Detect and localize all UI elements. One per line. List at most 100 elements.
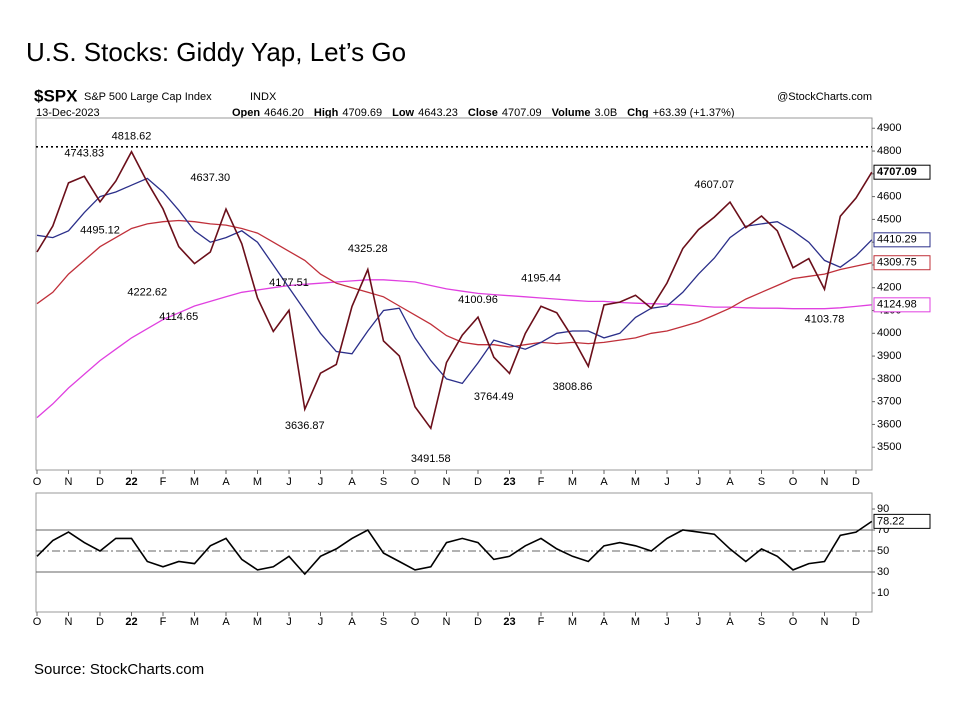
stats-line: Open 4646.20 High 4709.69 Low 4643.23 Close 470… xyxy=(232,107,735,119)
annotation: 4114.65 xyxy=(159,311,198,323)
x-tick-label: O xyxy=(411,616,420,628)
y-tick-label: 3900 xyxy=(877,350,901,362)
source: Source: StockCharts.com xyxy=(34,661,204,678)
x-tick-label: 22 xyxy=(125,616,137,628)
end-label: 4309.75 xyxy=(877,257,917,269)
x-tick-label: J xyxy=(318,476,324,488)
annotation: 4195.44 xyxy=(521,273,561,285)
y-tick-label: 3600 xyxy=(877,418,901,430)
y-tick-label: 90 xyxy=(877,503,889,515)
annotation: 4325.28 xyxy=(348,243,388,255)
x-tick-label: S xyxy=(758,476,765,488)
y-tick-label: 4600 xyxy=(877,191,901,203)
stat-label: Volume xyxy=(552,107,591,119)
x-tick-label: D xyxy=(474,476,482,488)
x-tick-label: N xyxy=(65,476,73,488)
x-tick-label: A xyxy=(348,616,356,628)
annotation: 3636.87 xyxy=(285,420,325,432)
annotation: 4818.62 xyxy=(112,131,152,143)
end-label-box xyxy=(873,513,931,529)
y-tick-label: 30 xyxy=(877,566,889,578)
x-tick-label: D xyxy=(474,616,482,628)
x-tick-label: N xyxy=(443,476,451,488)
x-tick-label: S xyxy=(758,616,765,628)
end-label-box xyxy=(873,164,931,180)
stat-value: 4643.23 xyxy=(418,107,458,119)
index-name: S&P 500 Large Cap Index xyxy=(84,91,212,103)
y-tick-label: 10 xyxy=(877,587,889,599)
x-tick-label: D xyxy=(96,616,104,628)
date: 13-Dec-2023 xyxy=(36,107,100,119)
x-tick-label: F xyxy=(160,476,167,488)
x-tick-label: F xyxy=(538,476,545,488)
stat-label: Chg xyxy=(627,107,648,119)
stat-value: 3.0B xyxy=(595,107,618,119)
x-tick-label: N xyxy=(443,616,451,628)
x-tick-label: M xyxy=(190,476,199,488)
x-tick-label: M xyxy=(568,616,577,628)
x-tick-label: M xyxy=(253,616,262,628)
y-tick-label: 4000 xyxy=(877,327,901,339)
x-tick-label: O xyxy=(33,476,42,488)
stat-value: 4646.20 xyxy=(264,107,304,119)
annotation: 3808.86 xyxy=(553,381,593,393)
x-tick-label: A xyxy=(726,616,734,628)
x-tick-label: O xyxy=(411,476,420,488)
x-tick-label: J xyxy=(696,476,702,488)
x-tick-label: J xyxy=(286,476,292,488)
x-tick-label: N xyxy=(821,616,829,628)
x-tick-label: N xyxy=(65,616,73,628)
symbol: $SPX xyxy=(34,86,78,105)
x-tick-label: O xyxy=(789,476,798,488)
y-tick-label: 3700 xyxy=(877,396,901,408)
annotation: 4637.30 xyxy=(190,172,230,184)
end-label: 4410.29 xyxy=(877,234,917,246)
end-label: 4707.09 xyxy=(877,166,917,178)
x-tick-label: J xyxy=(664,476,670,488)
x-tick-label: A xyxy=(348,476,356,488)
x-tick-label: A xyxy=(222,616,230,628)
x-tick-label: M xyxy=(190,616,199,628)
stat-label: High xyxy=(314,107,339,119)
series-line xyxy=(36,219,872,348)
x-tick-label: S xyxy=(380,616,387,628)
x-tick-label: F xyxy=(160,616,167,628)
x-tick-label: 22 xyxy=(125,476,137,488)
y-tick-label: 3800 xyxy=(877,373,901,385)
slide-title: U.S. Stocks: Giddy Yap, Let’s Go xyxy=(26,37,406,67)
x-tick-label: A xyxy=(222,476,230,488)
y-tick-label: 4200 xyxy=(877,282,901,294)
annotation: 4100.96 xyxy=(458,294,498,306)
stat-value: +63.39 (+1.37%) xyxy=(653,107,735,119)
x-tick-label: F xyxy=(538,616,545,628)
stat-value: 4707.09 xyxy=(502,107,542,119)
exchange: INDX xyxy=(250,91,277,103)
end-label: 78.22 xyxy=(877,515,905,527)
y-tick-label: 4500 xyxy=(877,213,901,225)
stat-label: Close xyxy=(468,107,498,119)
end-label-box xyxy=(873,255,931,271)
end-label: 4124.98 xyxy=(877,299,917,311)
annotation: 4103.78 xyxy=(805,314,845,326)
x-tick-label: N xyxy=(821,476,829,488)
y-tick-label: 4900 xyxy=(877,122,901,134)
x-tick-label: 23 xyxy=(503,476,515,488)
series-line xyxy=(36,149,873,431)
x-tick-label: D xyxy=(852,476,860,488)
x-tick-label: O xyxy=(33,616,42,628)
annotation: 4743.83 xyxy=(64,148,104,160)
end-label-box xyxy=(873,232,931,248)
chart-frame xyxy=(30,84,876,630)
x-tick-label: M xyxy=(631,616,640,628)
annotation: 3491.58 xyxy=(411,453,451,465)
x-tick-label: S xyxy=(380,476,387,488)
x-tick-label: M xyxy=(568,476,577,488)
x-tick-label: D xyxy=(96,476,104,488)
x-tick-label: D xyxy=(852,616,860,628)
x-tick-label: A xyxy=(726,476,734,488)
end-label-box xyxy=(873,297,931,313)
price-panel xyxy=(35,117,873,471)
y-tick-label: 4800 xyxy=(877,145,901,157)
x-tick-label: 23 xyxy=(503,616,515,628)
